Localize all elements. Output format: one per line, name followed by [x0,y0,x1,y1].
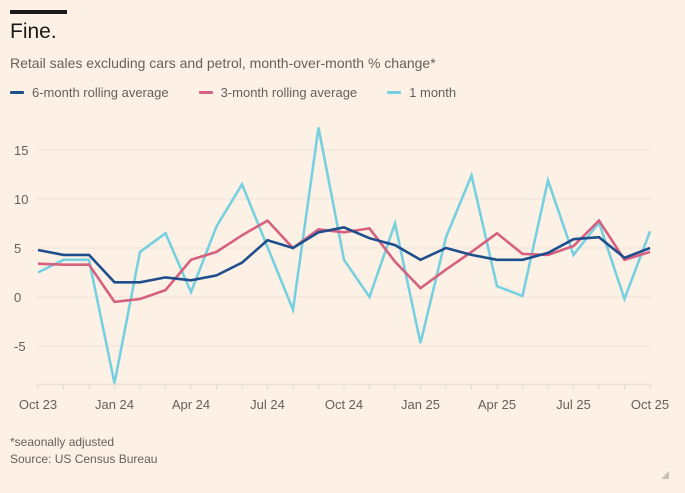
x-tick-label: Jan 24 [95,397,134,412]
gridlines [36,149,652,347]
chart-title: Fine. [10,20,57,43]
legend-item-1-month: 1 month [387,85,456,100]
x-tick-label: Apr 25 [478,397,516,412]
brand-bar [10,10,67,14]
legend-label-6-month: 6-month rolling average [32,85,169,100]
legend-swatch-3-month [198,91,213,94]
x-tick-label: Apr 24 [172,397,210,412]
x-tick-label: Oct 25 [631,397,669,412]
x-tick-label: Oct 23 [19,397,57,412]
legend: 6-month rolling average 3-month rolling … [10,85,486,100]
series-line-6-month-rolling-average [37,226,651,284]
resize-handle-icon [661,471,669,479]
legend-swatch-1-month [387,91,402,94]
legend-label-1-month: 1 month [409,85,457,100]
y-axis: 15 10 5 0 -5 [14,143,28,354]
y-tick-label: 0 [14,290,21,305]
y-tick-label: -5 [14,339,26,354]
y-tick-label: 10 [14,192,28,207]
legend-swatch-6-month [10,91,24,94]
footnote: *seaonally adjusted [10,435,115,449]
y-tick-label: 5 [14,241,21,256]
y-tick-label: 15 [14,143,28,158]
legend-item-6-month: 6-month rolling average [10,85,169,100]
series-line-3-month-rolling-average [37,218,651,304]
series-line-1-month [37,127,652,384]
x-axis: Oct 23 Jan 24 Apr 24 Jul 24 Oct 24 Jan 25 Apr … [19,383,669,412]
series-lines [37,127,652,384]
x-tick-label: Jul 24 [250,397,285,412]
x-tick-label: Jul 25 [556,397,591,412]
chart-subtitle: Retail sales excluding cars and petrol, … [10,55,436,71]
source-note: Source: US Census Bureau [10,452,158,466]
line-chart: 15 10 5 0 -5 Oct 23 Jan 24 Apr 24 Jul 24 Oct 24 J… [14,127,669,412]
x-tick-label: Jan 25 [401,397,440,412]
x-tick-label: Oct 24 [325,397,363,412]
legend-label-3-month: 3-month rolling average [220,85,358,100]
legend-item-3-month: 3-month rolling average [198,85,358,100]
